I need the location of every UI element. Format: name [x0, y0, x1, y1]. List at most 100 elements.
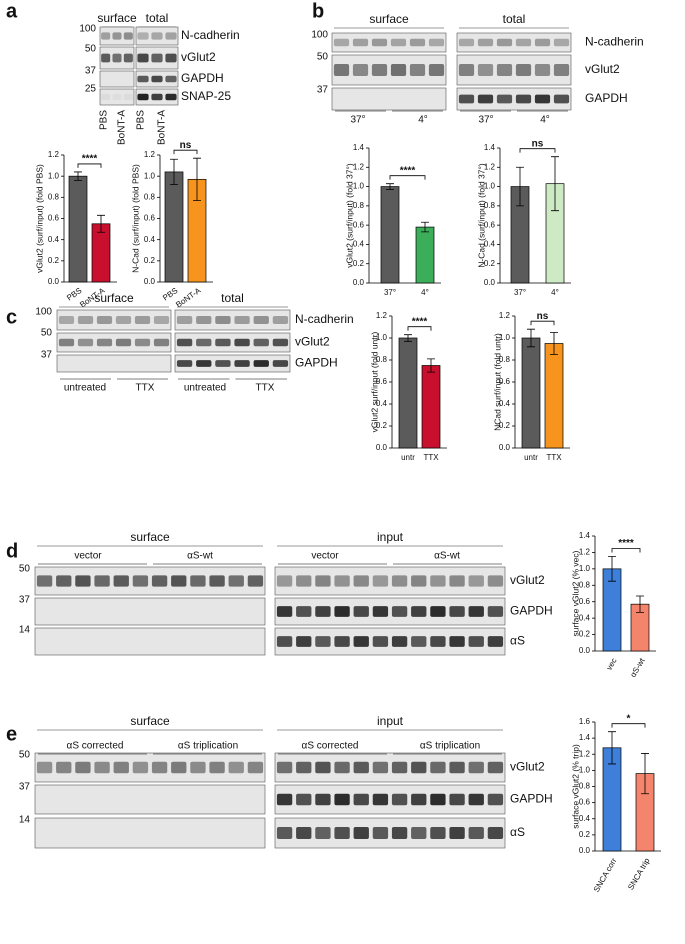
band	[253, 316, 269, 324]
error-bar	[386, 183, 394, 190]
band	[123, 93, 133, 101]
band	[115, 316, 132, 324]
band	[132, 575, 149, 587]
significance-bracket	[389, 175, 426, 180]
band	[112, 93, 122, 101]
row-label: SNAP-25	[181, 89, 231, 103]
band	[411, 636, 427, 647]
blot-strip	[274, 597, 506, 626]
y-tick-label: 0.0	[484, 278, 496, 287]
band	[36, 575, 53, 587]
band	[276, 606, 293, 617]
mw-marker: 37	[85, 66, 97, 77]
band	[487, 575, 504, 587]
band	[94, 761, 110, 774]
significance-bracket	[519, 148, 556, 153]
lane-label: BoNT-A	[157, 110, 168, 145]
band	[234, 360, 250, 367]
band	[391, 761, 408, 774]
y-tick-label: 1.0	[48, 171, 60, 180]
band	[176, 360, 193, 367]
band	[372, 827, 389, 839]
lane-label: PBS	[136, 110, 147, 130]
row-label: vGlut2	[181, 50, 216, 64]
significance-label: ns	[532, 138, 544, 149]
band	[137, 93, 149, 101]
band	[151, 32, 163, 40]
band	[115, 338, 132, 347]
y-tick-label: 1.4	[579, 531, 591, 540]
error-bar	[97, 214, 105, 233]
band	[171, 761, 187, 774]
band	[272, 338, 289, 347]
blot-header: surface	[97, 11, 137, 25]
band	[477, 94, 494, 104]
band	[151, 53, 163, 63]
error-bar	[527, 328, 535, 348]
band	[75, 575, 91, 587]
band	[449, 761, 465, 774]
band	[487, 636, 504, 647]
blot-header: input	[377, 530, 404, 544]
band	[353, 761, 369, 774]
y-tick-label: 0.8	[353, 201, 365, 210]
blot-strip	[274, 752, 506, 783]
y-tick-label: 0.0	[144, 277, 156, 286]
error-bar	[636, 595, 644, 613]
y-tick-label: 0.0	[499, 443, 511, 452]
blot-strip	[174, 309, 291, 331]
blot-strip	[34, 627, 266, 656]
lane-label: αS corrected	[67, 741, 124, 752]
band	[515, 64, 532, 76]
x-tick-label: vec	[605, 657, 619, 672]
band	[96, 338, 113, 347]
significance-label: ****	[618, 538, 634, 549]
band	[477, 64, 494, 76]
band	[449, 827, 465, 839]
band	[430, 575, 446, 587]
band	[253, 338, 269, 347]
blot-strip	[456, 87, 572, 111]
band	[515, 94, 532, 104]
band	[372, 793, 389, 806]
band	[215, 338, 231, 347]
band	[468, 606, 484, 617]
band	[58, 316, 75, 324]
band	[353, 827, 369, 839]
bar	[398, 337, 418, 449]
band	[112, 32, 122, 40]
band	[276, 575, 293, 587]
band	[171, 575, 187, 587]
y-axis-label: N-Cad (surf/input) (fold 37°)	[476, 163, 486, 268]
band	[276, 761, 293, 774]
mw-marker: 50	[19, 564, 31, 575]
band	[153, 338, 170, 347]
bar	[544, 343, 564, 449]
band	[353, 575, 369, 587]
row-label: N-cadherin	[295, 312, 354, 326]
band	[353, 793, 369, 806]
blot-header: surface	[94, 291, 134, 305]
band	[296, 636, 312, 647]
band	[94, 575, 110, 587]
y-tick-label: 0.6	[579, 798, 591, 807]
row-label: GAPDH	[510, 792, 553, 806]
band	[209, 575, 225, 587]
significance-label: ns	[180, 140, 192, 151]
error-bar	[516, 166, 524, 207]
band	[151, 761, 168, 774]
y-tick-label: 1.2	[376, 311, 388, 320]
blot-header: total	[221, 291, 244, 305]
row-label: αS	[510, 634, 525, 648]
band	[228, 761, 244, 774]
blot-strip	[174, 354, 291, 373]
blot-header: total	[146, 11, 169, 25]
blot-strip	[274, 627, 506, 656]
error-bar	[74, 171, 82, 181]
panel-letter: c	[6, 306, 17, 328]
band	[196, 316, 212, 324]
band	[276, 827, 293, 839]
y-tick-label: 0.6	[579, 597, 591, 606]
band	[247, 575, 264, 587]
y-tick-label: 0.8	[484, 201, 496, 210]
